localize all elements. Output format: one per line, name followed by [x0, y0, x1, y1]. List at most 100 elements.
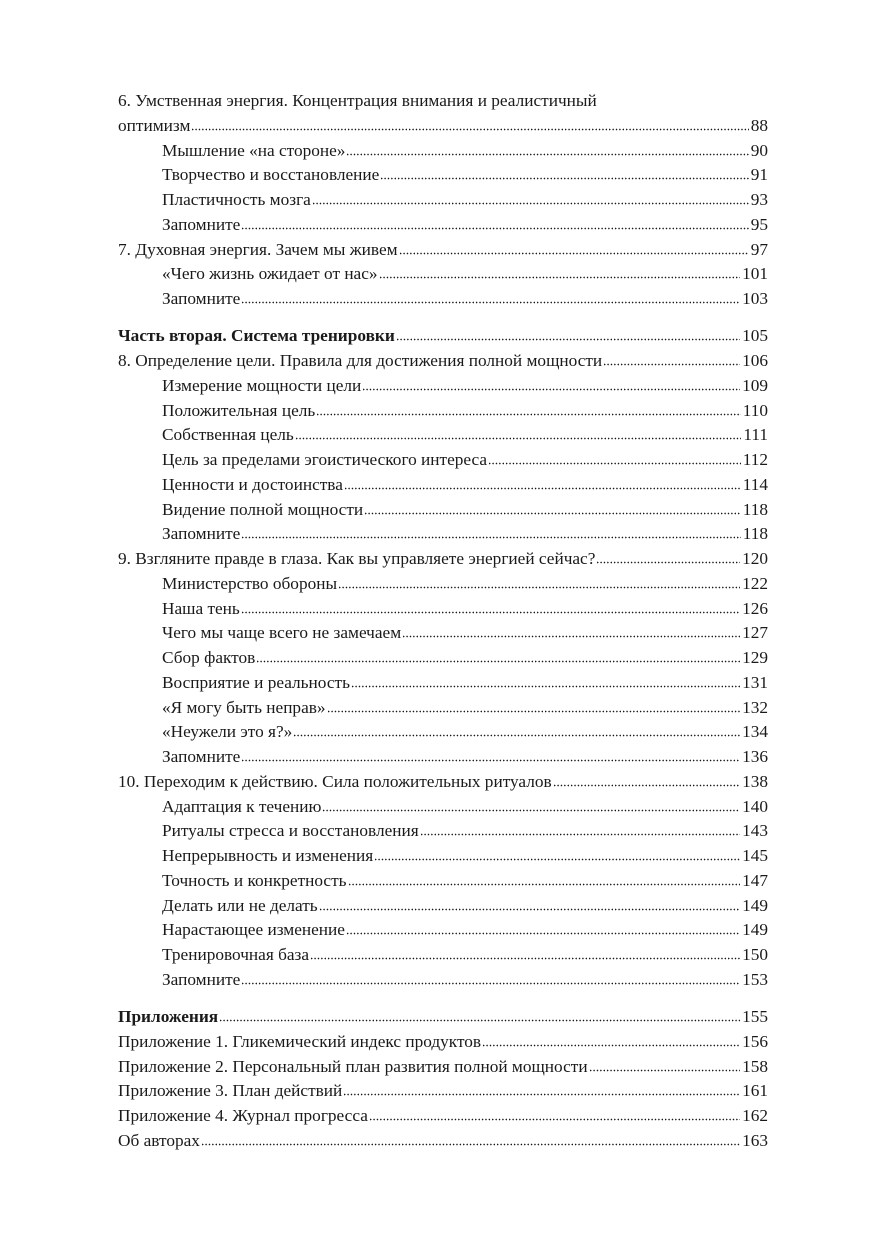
toc-page-number: 90 — [750, 140, 768, 160]
dot-leader — [596, 561, 741, 564]
dot-leader — [316, 412, 741, 416]
toc-page-number: 131 — [742, 672, 768, 692]
toc-entry[interactable]: 7. Духовная энергия. Зачем мы живем 97 — [118, 238, 768, 263]
toc-page-number: 150 — [742, 945, 768, 964]
toc-entry-title: Непрерывность и изменения — [162, 846, 374, 865]
dot-leader — [398, 251, 749, 255]
dot-leader — [588, 1068, 741, 1072]
dot-leader — [364, 511, 741, 515]
toc-page-number: 161 — [742, 1081, 768, 1101]
toc-page-number: 114 — [742, 474, 768, 494]
dot-leader — [293, 734, 741, 738]
dot-leader — [482, 1043, 741, 1047]
toc-subentry[interactable]: Запомните 103 — [118, 287, 768, 312]
toc-subentry[interactable]: Пластичность мозга 93 — [118, 188, 768, 213]
toc-page-number: 118 — [742, 499, 768, 519]
dot-leader — [552, 783, 741, 787]
toc-subentry[interactable]: Творчество и восстановление 91 — [118, 163, 768, 188]
toc-subentry[interactable]: Сбор фактов 129 — [118, 646, 768, 671]
toc-page-number: 109 — [742, 375, 768, 395]
dot-leader — [200, 1142, 741, 1146]
toc-entry[interactable]: 6. Умственная энергия. Концентрация вним… — [118, 89, 768, 114]
toc-subentry[interactable]: «Неужели это я?» 134 — [118, 720, 768, 745]
dot-leader — [241, 759, 741, 762]
toc-subentry[interactable]: Собственная цель 111 — [118, 423, 768, 448]
dot-leader — [191, 127, 749, 131]
toc-page-number: 129 — [742, 648, 768, 667]
toc-entry-title: оптимизм — [118, 115, 191, 135]
toc-subentry[interactable]: Измерение мощности цели 109 — [118, 374, 768, 399]
toc-subentry[interactable]: Нарастающее изменение 149 — [118, 918, 768, 943]
toc-entry-title: Ценности и достоинства — [162, 474, 343, 494]
toc-subentry[interactable]: Ценности и достоинства 114 — [118, 473, 768, 498]
toc-entry-title: 9. Взгляните правде в глаза. Как вы упра… — [118, 549, 596, 568]
toc-entry-title: 10. Переходим к действию. Сила положител… — [118, 771, 552, 791]
dot-leader — [343, 486, 741, 490]
toc-entry-title: Часть вторая. Система тренировки — [118, 326, 395, 346]
toc-entry[interactable]: Приложение 3. План действий 161 — [118, 1079, 768, 1104]
toc-entry-title: Положительная цель — [162, 400, 316, 420]
dot-leader — [240, 610, 741, 614]
toc-subentry[interactable]: Делать или не делать 149 — [118, 894, 768, 919]
toc-subentry[interactable]: Восприятие и реальность 131 — [118, 671, 768, 696]
toc-page-number: 88 — [750, 115, 768, 135]
toc-subentry[interactable]: Запомните 118 — [118, 522, 768, 547]
dot-leader — [326, 709, 741, 713]
toc-subentry[interactable]: Адаптация к течению 140 — [118, 795, 768, 820]
toc-entry[interactable]: оптимизм 88 — [118, 114, 768, 139]
toc-entry[interactable]: Об авторах 163 — [118, 1129, 768, 1154]
toc-entry[interactable]: Приложение 4. Журнал прогресса 162 — [118, 1104, 768, 1129]
toc-subentry[interactable]: Положительная цель 110 — [118, 399, 768, 424]
toc-page-number: 162 — [742, 1106, 768, 1125]
toc-subentry[interactable]: Мышление «на стороне» 90 — [118, 139, 768, 164]
toc-entry[interactable]: Приложение 1. Гликемический индекс проду… — [118, 1030, 768, 1055]
toc-entry[interactable]: Часть вторая. Система тренировки 105 — [118, 324, 768, 349]
toc-entry-title: Министерство обороны — [162, 573, 338, 593]
toc-subentry[interactable]: «Чего жизнь ожидает от нас» 101 — [118, 262, 768, 287]
toc-subentry[interactable]: Ритуалы стресса и восстановления 143 — [118, 819, 768, 844]
toc-subentry[interactable]: Цель за пределами эгоистического интерес… — [118, 448, 768, 473]
toc-page-number: 140 — [742, 796, 768, 816]
toc-page-number: 106 — [742, 351, 768, 370]
toc-entry[interactable]: 8. Определение цели. Правила для достиже… — [118, 349, 768, 374]
toc-subentry[interactable]: Запомните 153 — [118, 968, 768, 993]
toc-page-number: 145 — [742, 846, 768, 865]
toc-entry-title: Делать или не делать — [162, 895, 318, 915]
dot-leader — [395, 338, 741, 342]
toc-entry[interactable]: Приложение 2. Персональный план развития… — [118, 1055, 768, 1080]
toc-page-number: 126 — [742, 598, 768, 618]
toc-entry-title: Тренировочная база — [162, 945, 310, 964]
toc-entry-title: Ритуалы стресса и восстановления — [162, 821, 419, 841]
toc-entry-title: Видение полной мощности — [162, 499, 364, 519]
toc-entry-title: Запомните — [162, 747, 241, 766]
dot-leader — [311, 202, 749, 205]
toc-subentry[interactable]: Запомните 136 — [118, 745, 768, 770]
toc-subentry[interactable]: Непрерывность и изменения 145 — [118, 844, 768, 869]
toc-entry-title: Запомните — [162, 969, 241, 989]
toc-entry[interactable]: 9. Взгляните правде в глаза. Как вы упра… — [118, 547, 768, 572]
toc-subentry[interactable]: Запомните 95 — [118, 213, 768, 238]
dot-leader — [351, 684, 741, 688]
toc-entry-title: 6. Умственная энергия. Концентрация вним… — [118, 91, 597, 110]
toc-subentry[interactable]: Точность и конкретность 147 — [118, 869, 768, 894]
toc-subentry[interactable]: Видение полной мощности 118 — [118, 498, 768, 523]
dot-leader — [488, 462, 741, 465]
toc-subentry[interactable]: Тренировочная база 150 — [118, 943, 768, 968]
toc-subentry[interactable]: Министерство обороны 122 — [118, 572, 768, 597]
toc-subentry[interactable]: Наша тень 126 — [118, 597, 768, 622]
toc-entry-title: Приложение 2. Персональный план развития… — [118, 1056, 588, 1076]
toc-entry-title: Собственная цель — [162, 425, 294, 445]
toc-entry-title: Мышление «на стороне» — [162, 140, 346, 160]
toc-subentry[interactable]: Чего мы чаще всего не замечаем 127 — [118, 621, 768, 646]
toc-subentry[interactable]: «Я могу быть неправ» 132 — [118, 696, 768, 721]
toc-entry-title: Запомните — [162, 524, 241, 544]
toc-entry[interactable]: Приложения 155 — [118, 1005, 768, 1030]
dot-leader — [368, 1118, 741, 1121]
toc-entry-title: Приложение 4. Журнал прогресса — [118, 1106, 368, 1125]
toc-page-number: 97 — [750, 239, 768, 259]
toc-entry[interactable]: 10. Переходим к действию. Сила положител… — [118, 770, 768, 795]
dot-leader — [362, 387, 741, 391]
dot-leader — [241, 226, 749, 230]
toc-page-number: 153 — [742, 969, 768, 989]
toc-entry-title: «Неужели это я?» — [162, 722, 293, 742]
